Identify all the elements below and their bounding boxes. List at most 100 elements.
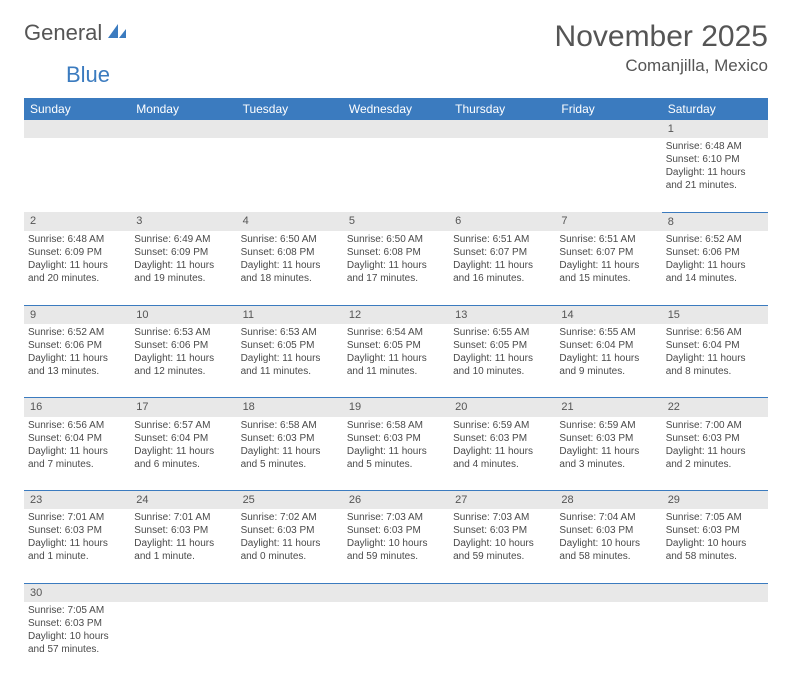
day-number: 6 [449,212,555,231]
week-row: Sunrise: 6:48 AMSunset: 6:10 PMDaylight:… [24,138,768,212]
daylight: Daylight: 11 hours and 1 minute. [134,537,232,563]
day-cell [555,138,661,212]
sunset: Sunset: 6:04 PM [666,339,764,352]
day-cell: Sunrise: 7:03 AMSunset: 6:03 PMDaylight:… [449,509,555,583]
daylight: Daylight: 11 hours and 5 minutes. [347,445,445,471]
week-row: Sunrise: 6:56 AMSunset: 6:04 PMDaylight:… [24,417,768,491]
daylight: Daylight: 10 hours and 57 minutes. [28,630,126,656]
sunset: Sunset: 6:06 PM [28,339,126,352]
sunset: Sunset: 6:03 PM [28,617,126,630]
day-cell [237,138,343,212]
day-cell: Sunrise: 6:54 AMSunset: 6:05 PMDaylight:… [343,324,449,398]
sunset: Sunset: 6:03 PM [666,524,764,537]
day-number [237,583,343,602]
day-number: 2 [24,212,130,231]
sunset: Sunset: 6:10 PM [666,153,764,166]
sunrise: Sunrise: 6:52 AM [28,326,126,339]
day-cell: Sunrise: 6:59 AMSunset: 6:03 PMDaylight:… [449,417,555,491]
logo-text-1: General [24,20,102,46]
daynum-row: 2345678 [24,212,768,231]
day-number: 1 [662,120,768,138]
day-cell: Sunrise: 7:00 AMSunset: 6:03 PMDaylight:… [662,417,768,491]
day-cell: Sunrise: 6:57 AMSunset: 6:04 PMDaylight:… [130,417,236,491]
day-cell [130,138,236,212]
sunrise: Sunrise: 6:56 AM [666,326,764,339]
day-number: 16 [24,398,130,417]
sunrise: Sunrise: 7:00 AM [666,419,764,432]
day-cell: Sunrise: 6:52 AMSunset: 6:06 PMDaylight:… [662,231,768,305]
day-number: 14 [555,305,661,324]
sunrise: Sunrise: 6:51 AM [559,233,657,246]
sunset: Sunset: 6:03 PM [347,432,445,445]
sunset: Sunset: 6:07 PM [559,246,657,259]
day-cell: Sunrise: 6:56 AMSunset: 6:04 PMDaylight:… [24,417,130,491]
day-header: Friday [555,98,661,120]
sunrise: Sunrise: 6:50 AM [241,233,339,246]
daylight: Daylight: 11 hours and 10 minutes. [453,352,551,378]
sunrise: Sunrise: 6:51 AM [453,233,551,246]
day-number [449,583,555,602]
week-row: Sunrise: 6:52 AMSunset: 6:06 PMDaylight:… [24,324,768,398]
daylight: Daylight: 10 hours and 59 minutes. [453,537,551,563]
daynum-row: 23242526272829 [24,491,768,510]
sunrise: Sunrise: 7:03 AM [453,511,551,524]
sunset: Sunset: 6:03 PM [347,524,445,537]
sunset: Sunset: 6:05 PM [453,339,551,352]
day-cell: Sunrise: 7:01 AMSunset: 6:03 PMDaylight:… [130,509,236,583]
sunset: Sunset: 6:07 PM [453,246,551,259]
day-header: Saturday [662,98,768,120]
sunset: Sunset: 6:04 PM [559,339,657,352]
day-number: 24 [130,491,236,510]
sunset: Sunset: 6:03 PM [134,524,232,537]
sunset: Sunset: 6:03 PM [241,432,339,445]
day-cell: Sunrise: 6:53 AMSunset: 6:05 PMDaylight:… [237,324,343,398]
day-cell [662,602,768,676]
sunrise: Sunrise: 6:52 AM [666,233,764,246]
day-cell: Sunrise: 6:56 AMSunset: 6:04 PMDaylight:… [662,324,768,398]
daylight: Daylight: 11 hours and 12 minutes. [134,352,232,378]
day-cell: Sunrise: 7:02 AMSunset: 6:03 PMDaylight:… [237,509,343,583]
day-cell: Sunrise: 7:05 AMSunset: 6:03 PMDaylight:… [662,509,768,583]
sunrise: Sunrise: 7:01 AM [134,511,232,524]
daylight: Daylight: 11 hours and 7 minutes. [28,445,126,471]
sunrise: Sunrise: 6:50 AM [347,233,445,246]
day-number: 5 [343,212,449,231]
location: Comanjilla, Mexico [555,56,768,76]
day-cell [130,602,236,676]
day-number: 21 [555,398,661,417]
day-header: Thursday [449,98,555,120]
daynum-row: 30 [24,583,768,602]
day-number [449,120,555,138]
day-number: 18 [237,398,343,417]
day-cell: Sunrise: 7:04 AMSunset: 6:03 PMDaylight:… [555,509,661,583]
month-title: November 2025 [555,20,768,54]
daylight: Daylight: 10 hours and 58 minutes. [666,537,764,563]
sunrise: Sunrise: 6:53 AM [241,326,339,339]
daylight: Daylight: 11 hours and 9 minutes. [559,352,657,378]
daylight: Daylight: 11 hours and 13 minutes. [28,352,126,378]
day-number: 27 [449,491,555,510]
week-row: Sunrise: 6:48 AMSunset: 6:09 PMDaylight:… [24,231,768,305]
day-number: 25 [237,491,343,510]
daylight: Daylight: 10 hours and 58 minutes. [559,537,657,563]
sunrise: Sunrise: 6:56 AM [28,419,126,432]
day-cell [24,138,130,212]
sunrise: Sunrise: 6:54 AM [347,326,445,339]
sunset: Sunset: 6:08 PM [347,246,445,259]
sunset: Sunset: 6:03 PM [453,524,551,537]
day-number: 23 [24,491,130,510]
day-number [24,120,130,138]
daylight: Daylight: 11 hours and 21 minutes. [666,166,764,192]
daynum-row: 1 [24,120,768,138]
sunset: Sunset: 6:03 PM [666,432,764,445]
sunset: Sunset: 6:06 PM [666,246,764,259]
day-number: 26 [343,491,449,510]
day-cell [343,602,449,676]
sunrise: Sunrise: 6:55 AM [559,326,657,339]
day-header-row: Sunday Monday Tuesday Wednesday Thursday… [24,98,768,120]
sunset: Sunset: 6:09 PM [134,246,232,259]
day-cell: Sunrise: 6:50 AMSunset: 6:08 PMDaylight:… [237,231,343,305]
sunrise: Sunrise: 7:05 AM [666,511,764,524]
daylight: Daylight: 11 hours and 17 minutes. [347,259,445,285]
daylight: Daylight: 11 hours and 1 minute. [28,537,126,563]
